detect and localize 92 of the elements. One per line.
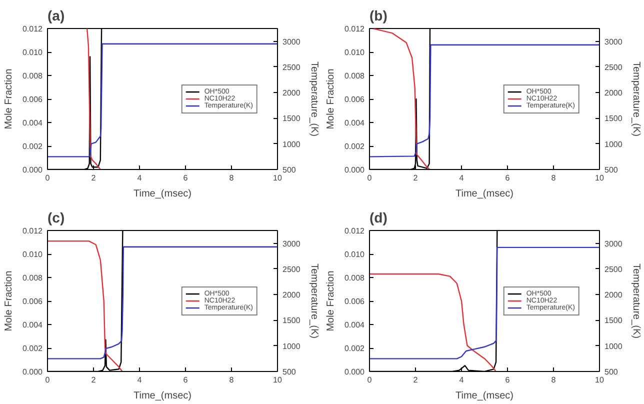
y-tick-label: 0.010 <box>344 48 366 57</box>
y2-tick-label: 500 <box>282 166 296 174</box>
y-tick-label: 0.006 <box>22 95 44 104</box>
y-axis-title: Mole Fraction <box>3 270 14 332</box>
chart-title: (b) <box>370 8 388 24</box>
x-tick-label: 2 <box>413 174 418 182</box>
y-tick-label: 0.000 <box>344 166 366 174</box>
x-tick-label: 6 <box>183 174 188 182</box>
y-tick-label: 0.004 <box>22 320 44 330</box>
x-axis-title: Time_(msec) <box>456 188 514 200</box>
y2-tick-label: 3000 <box>282 37 301 46</box>
y2-tick-label: 3000 <box>282 239 301 248</box>
y-tick-label: 0.006 <box>22 297 44 306</box>
y2-tick-label: 2000 <box>282 290 301 300</box>
y-axis-title: Mole Fraction <box>325 270 336 332</box>
x-tick-label: 2 <box>413 376 418 384</box>
y2-axis-title: Temperature_(K) <box>630 263 642 339</box>
x-tick-label: 8 <box>229 376 234 384</box>
y-tick-label: 0.004 <box>22 118 44 128</box>
x-tick-label: 6 <box>183 376 188 384</box>
chart-title: (c) <box>48 210 65 226</box>
y2-tick-label: 2000 <box>604 290 623 300</box>
y2-tick-label: 1000 <box>604 342 623 351</box>
x-tick-label: 6 <box>505 174 510 182</box>
x-tick-label: 4 <box>137 376 142 384</box>
y2-tick-label: 500 <box>604 368 618 376</box>
y2-tick-label: 500 <box>282 368 296 376</box>
x-tick-label: 0 <box>367 376 372 384</box>
chart-title: (a) <box>48 8 65 24</box>
y2-tick-label: 1500 <box>604 114 623 124</box>
x-tick-label: 4 <box>459 376 464 384</box>
y2-tick-label: 2500 <box>282 264 301 274</box>
y-tick-label: 0.002 <box>22 344 44 353</box>
x-tick-label: 0 <box>45 174 50 182</box>
y-tick-label: 0.000 <box>22 166 44 174</box>
y2-tick-label: 2500 <box>604 62 623 72</box>
x-tick-label: 4 <box>459 174 464 182</box>
y2-tick-label: 1000 <box>604 140 623 149</box>
y2-tick-label: 500 <box>604 166 618 174</box>
y2-axis-title: Temperature_(K) <box>630 61 642 137</box>
y-tick-label: 0.012 <box>22 226 44 236</box>
y-tick-label: 0.008 <box>22 72 44 80</box>
x-tick-label: 10 <box>595 174 604 182</box>
y-axis-title: Mole Fraction <box>325 68 336 130</box>
y2-tick-label: 1000 <box>282 342 301 351</box>
x-tick-label: 8 <box>551 174 556 182</box>
x-tick-label: 10 <box>595 376 604 384</box>
y-tick-label: 0.008 <box>22 274 44 282</box>
y-tick-label: 0.004 <box>344 118 366 128</box>
y-tick-label: 0.000 <box>344 368 366 376</box>
x-axis-title: Time_(msec) <box>134 188 192 200</box>
x-tick-label: 0 <box>367 174 372 182</box>
x-tick-label: 4 <box>137 174 142 182</box>
y-tick-label: 0.002 <box>344 142 366 151</box>
y-tick-label: 0.010 <box>22 250 44 259</box>
y2-axis-title: Temperature_(K) <box>308 61 320 137</box>
chart-title: (d) <box>370 210 388 226</box>
y-tick-label: 0.004 <box>344 320 366 330</box>
y2-tick-label: 2500 <box>282 62 301 72</box>
y2-axis-title: Temperature_(K) <box>308 263 320 339</box>
y2-tick-label: 1000 <box>282 140 301 149</box>
y2-tick-label: 1500 <box>282 114 301 124</box>
y2-tick-label: 1500 <box>604 316 623 326</box>
x-axis-title: Time_(msec) <box>134 390 192 402</box>
x-tick-label: 6 <box>505 376 510 384</box>
y-axis-title: Mole Fraction <box>3 68 14 130</box>
x-tick-label: 2 <box>91 376 96 384</box>
y-tick-label: 0.008 <box>344 274 366 282</box>
y2-tick-label: 3000 <box>604 239 623 248</box>
y-tick-label: 0.012 <box>344 226 366 236</box>
x-tick-label: 0 <box>45 376 50 384</box>
y2-tick-label: 2500 <box>604 264 623 274</box>
y-tick-label: 0.008 <box>344 72 366 80</box>
y2-tick-label: 3000 <box>604 37 623 46</box>
y-tick-label: 0.010 <box>22 48 44 57</box>
x-tick-label: 10 <box>273 174 282 182</box>
x-tick-label: 10 <box>273 376 282 384</box>
x-tick-label: 8 <box>229 174 234 182</box>
x-axis-title: Time_(msec) <box>456 390 514 402</box>
x-tick-label: 8 <box>551 376 556 384</box>
x-tick-label: 2 <box>91 174 96 182</box>
y-tick-label: 0.002 <box>22 142 44 151</box>
y-tick-label: 0.010 <box>344 250 366 259</box>
y2-tick-label: 2000 <box>282 88 301 98</box>
y2-tick-label: 1500 <box>282 316 301 326</box>
y-tick-label: 0.002 <box>344 344 366 353</box>
y2-tick-label: 2000 <box>604 88 623 98</box>
y-tick-label: 0.000 <box>22 368 44 376</box>
y-tick-label: 0.012 <box>22 24 44 34</box>
y-tick-label: 0.012 <box>344 24 366 34</box>
y-tick-label: 0.006 <box>344 297 366 306</box>
y-tick-label: 0.006 <box>344 95 366 104</box>
